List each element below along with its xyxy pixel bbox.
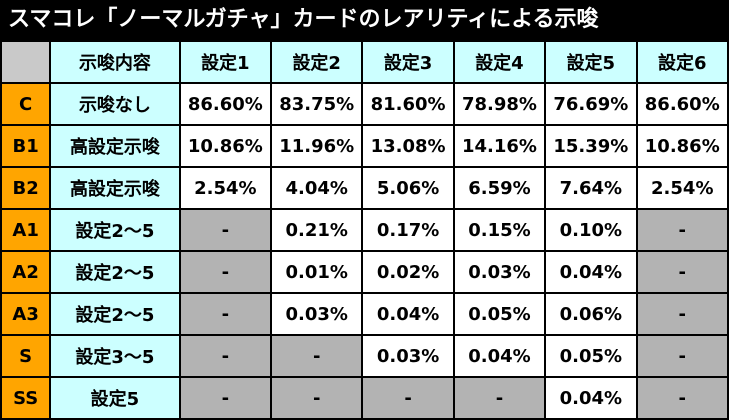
probability-cell: - [637,378,727,418]
header-setting-4: 設定4 [454,42,545,82]
probability-cell: 83.75% [272,84,362,124]
probability-cell: 0.04% [363,294,453,334]
probability-cell: 0.04% [546,252,636,292]
probability-cell: - [637,294,727,334]
header-setting-2: 設定2 [272,42,362,82]
hint-content: 設定3～5 [51,336,179,376]
hint-content: 設定2～5 [51,252,179,292]
probability-cell: 7.64% [546,168,636,208]
table-row: A3 設定2～5-0.03% 0.04% 0.05% 0.06% - [2,294,727,334]
probability-cell: 4.04% [272,168,362,208]
hint-content: 設定2～5 [51,210,179,250]
table-row: SS 設定5- - - -0.04% - [2,378,727,418]
table-row: S 設定3～5- -0.03% 0.04% 0.05% - [2,336,727,376]
probability-cell: 0.03% [454,252,545,292]
probability-cell: 0.15% [454,210,545,250]
corner-cell [2,42,50,82]
page-title: スマコレ「ノーマルガチャ」カードのレアリティによる示唆 [8,7,599,32]
header-setting-1: 設定1 [180,42,271,82]
probability-cell: 6.59% [454,168,545,208]
table-row: A1 設定2～5-0.21% 0.17% 0.15% 0.10% - [2,210,727,250]
rarity-code: A3 [2,294,50,334]
probability-cell: - [272,378,362,418]
probability-cell: 0.05% [454,294,545,334]
probability-cell: 86.60% [180,84,271,124]
probability-cell: 5.06% [363,168,453,208]
rarity-code: B1 [2,126,50,166]
hint-content: 設定2～5 [51,294,179,334]
probability-cell: 0.06% [546,294,636,334]
header-row: 示唆内容 設定1 設定2 設定3 設定4 設定5 設定6 [2,42,727,82]
rarity-code: C [2,84,50,124]
hint-content: 設定5 [51,378,179,418]
probability-cell: 10.86% [180,126,271,166]
probability-cell: - [180,210,271,250]
probability-cell: - [637,252,727,292]
probability-cell: 86.60% [637,84,727,124]
header-setting-5: 設定5 [546,42,636,82]
hint-content: 高設定示唆 [51,126,179,166]
probability-cell: 76.69% [546,84,636,124]
table-row: A2 設定2～5-0.01% 0.02% 0.03% 0.04% - [2,252,727,292]
rarity-code: S [2,336,50,376]
header-setting-3: 設定3 [363,42,453,82]
probability-cell: - [272,336,362,376]
probability-cell: 0.04% [546,378,636,418]
probability-cell: - [454,378,545,418]
table-row: B1 高設定示唆 10.86% 11.96% 13.08% 14.16% 15.39% 10.… [2,126,727,166]
rarity-code: B2 [2,168,50,208]
header-hint: 示唆内容 [51,42,179,82]
table-row: C 示唆なし 86.60% 83.75% 81.60% 78.98% 76.69% 86.60… [2,84,727,124]
table-row: B2 高設定示唆 2.54% 4.04% 5.06% 6.59% 7.64% 2.54% [2,168,727,208]
probability-cell: 0.03% [272,294,362,334]
probability-cell: 2.54% [637,168,727,208]
probability-cell: 15.39% [546,126,636,166]
probability-cell: 78.98% [454,84,545,124]
probability-cell: 0.10% [546,210,636,250]
probability-cell: 0.01% [272,252,362,292]
rarity-code: A2 [2,252,50,292]
probability-cell: 10.86% [637,126,727,166]
probability-cell: 0.04% [454,336,545,376]
probability-cell: - [180,378,271,418]
table-body: C 示唆なし 86.60% 83.75% 81.60% 78.98% 76.69% 86.60… [2,84,727,418]
probability-cell: - [637,210,727,250]
rarity-hint-table: 示唆内容 設定1 設定2 設定3 設定4 設定5 設定6 C 示唆なし 86.60%… [0,40,729,420]
probability-cell: 0.21% [272,210,362,250]
header-setting-6: 設定6 [637,42,727,82]
probability-cell: - [180,252,271,292]
probability-cell: 13.08% [363,126,453,166]
probability-cell: - [637,336,727,376]
probability-cell: 0.17% [363,210,453,250]
hint-content: 示唆なし [51,84,179,124]
probability-cell: 0.05% [546,336,636,376]
probability-cell: - [180,336,271,376]
probability-cell: 11.96% [272,126,362,166]
rarity-code: A1 [2,210,50,250]
hint-content: 高設定示唆 [51,168,179,208]
probability-cell: 81.60% [363,84,453,124]
probability-cell: 14.16% [454,126,545,166]
rarity-code: SS [2,378,50,418]
probability-cell: 2.54% [180,168,271,208]
probability-cell: - [363,378,453,418]
probability-cell: 0.02% [363,252,453,292]
probability-cell: 0.03% [363,336,453,376]
probability-cell: - [180,294,271,334]
